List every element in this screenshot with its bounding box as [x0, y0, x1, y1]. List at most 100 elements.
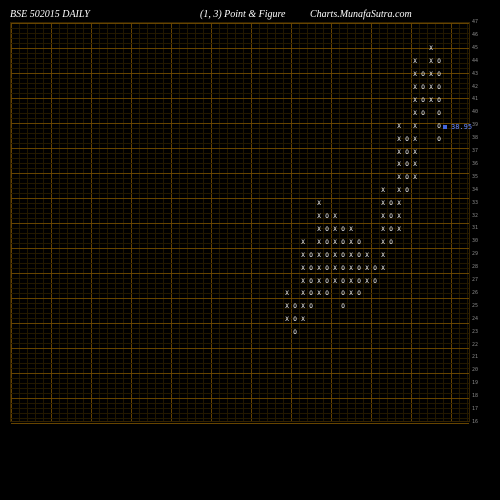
pnf-o-cell: O [323, 227, 331, 232]
chart-header: BSE 502015 DAILY (1, 3) Point & Figure C… [0, 6, 500, 22]
pnf-o-cell: O [323, 291, 331, 296]
y-tick: 46 [472, 33, 478, 38]
pnf-o-cell: O [435, 137, 443, 142]
pnf-o-cell: O [419, 111, 427, 116]
pnf-x-cell: X [315, 227, 323, 232]
pnf-o-cell: O [435, 111, 443, 116]
pnf-x-cell: X [395, 227, 403, 232]
pnf-o-cell: O [403, 162, 411, 167]
y-tick: 33 [472, 201, 478, 206]
pnf-o-cell: O [435, 98, 443, 103]
pnf-o-cell: O [339, 266, 347, 271]
pnf-x-cell: X [427, 85, 435, 90]
pnf-x-cell: X [379, 266, 387, 271]
price-marker [443, 125, 447, 129]
pnf-x-cell: X [331, 253, 339, 258]
pnf-o-cell: O [339, 291, 347, 296]
pnf-x-cell: X [299, 304, 307, 309]
pnf-x-cell: X [315, 214, 323, 219]
pnf-o-cell: O [403, 150, 411, 155]
pnf-x-cell: X [299, 266, 307, 271]
pnf-x-cell: X [395, 214, 403, 219]
pnf-o-cell: O [291, 317, 299, 322]
y-tick: 31 [472, 226, 478, 231]
pnf-x-cell: X [395, 137, 403, 142]
pnf-x-cell: X [379, 188, 387, 193]
pnf-x-cell: X [395, 188, 403, 193]
pnf-o-cell: O [435, 72, 443, 77]
ticker-title: BSE 502015 DAILY [10, 9, 90, 20]
y-tick: 30 [472, 239, 478, 244]
y-tick: 47 [472, 20, 478, 25]
pnf-x-cell: X [427, 59, 435, 64]
y-tick: 16 [472, 420, 478, 425]
pnf-x-cell: X [283, 304, 291, 309]
pnf-x-cell: X [411, 98, 419, 103]
chart-type-title: (1, 3) Point & Figure [200, 9, 285, 20]
y-tick: 19 [472, 381, 478, 386]
pnf-o-cell: O [371, 266, 379, 271]
pnf-o-cell: O [339, 279, 347, 284]
pnf-o-cell: O [291, 330, 299, 335]
pnf-x-cell: X [315, 201, 323, 206]
pnf-o-cell: O [403, 175, 411, 180]
y-axis: 4746454443424140393837363534333231302928… [472, 22, 500, 422]
pnf-x-cell: X [411, 124, 419, 129]
pnf-x-cell: X [347, 227, 355, 232]
pnf-o-cell: O [371, 279, 379, 284]
pnf-x-cell: X [411, 85, 419, 90]
pnf-x-cell: X [331, 240, 339, 245]
pnf-x-cell: X [347, 240, 355, 245]
y-tick: 22 [472, 343, 478, 348]
y-tick: 38 [472, 136, 478, 141]
pnf-x-cell: X [315, 291, 323, 296]
y-tick: 21 [472, 355, 478, 360]
pnf-o-cell: O [355, 279, 363, 284]
y-tick: 37 [472, 149, 478, 154]
pnf-x-cell: X [395, 150, 403, 155]
pnf-x-cell: X [347, 266, 355, 271]
pnf-x-cell: X [427, 46, 435, 51]
pnf-x-cell: X [299, 279, 307, 284]
pnf-x-cell: X [331, 279, 339, 284]
pnf-x-cell: X [379, 240, 387, 245]
pnf-x-cell: X [299, 291, 307, 296]
pnf-x-cell: X [283, 291, 291, 296]
y-tick: 18 [472, 394, 478, 399]
pnf-x-cell: X [395, 124, 403, 129]
y-tick: 44 [472, 59, 478, 64]
pnf-x-cell: X [395, 201, 403, 206]
pnf-o-cell: O [435, 124, 443, 129]
pnf-o-cell: O [307, 266, 315, 271]
pnf-x-cell: X [315, 253, 323, 258]
y-tick: 24 [472, 317, 478, 322]
pnf-x-cell: X [379, 253, 387, 258]
pnf-chart: XXXOOOXXXXXXXOOOOOXXXXXXXXOOOOOOOXXXXXXO… [10, 22, 470, 422]
last-price-label: 38.95 [451, 123, 472, 131]
pnf-o-cell: O [435, 59, 443, 64]
pnf-x-cell: X [379, 214, 387, 219]
pnf-x-cell: X [363, 266, 371, 271]
y-tick: 43 [472, 72, 478, 77]
y-tick: 29 [472, 252, 478, 257]
pnf-o-cell: O [307, 279, 315, 284]
y-tick: 39 [472, 123, 478, 128]
pnf-x-cell: X [331, 214, 339, 219]
pnf-x-cell: X [411, 137, 419, 142]
pnf-o-cell: O [403, 137, 411, 142]
pnf-o-cell: O [307, 253, 315, 258]
source-title: Charts.MunafaSutra.com [310, 9, 412, 20]
y-tick: 28 [472, 265, 478, 270]
pnf-x-cell: X [411, 59, 419, 64]
y-tick: 26 [472, 291, 478, 296]
y-tick: 23 [472, 330, 478, 335]
pnf-x-cell: X [379, 201, 387, 206]
y-tick: 35 [472, 175, 478, 180]
pnf-o-cell: O [387, 201, 395, 206]
pnf-x-cell: X [331, 227, 339, 232]
y-tick: 45 [472, 46, 478, 51]
pnf-o-cell: O [355, 240, 363, 245]
y-tick: 17 [472, 407, 478, 412]
pnf-x-cell: X [331, 266, 339, 271]
y-tick: 32 [472, 214, 478, 219]
